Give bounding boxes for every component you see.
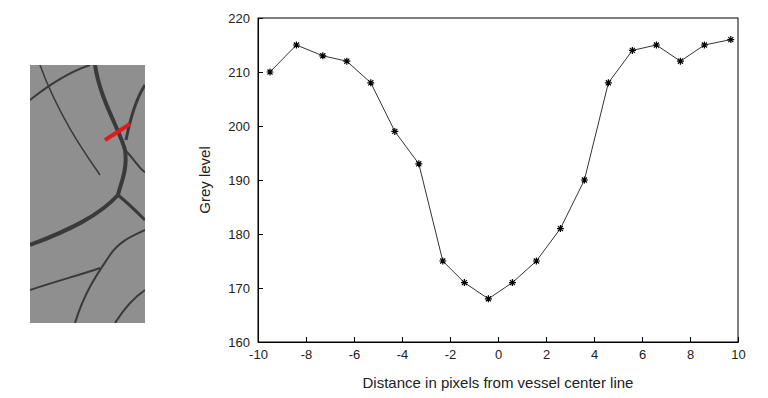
x-tick-label: -8 <box>301 347 313 362</box>
x-tick-mark <box>450 337 451 342</box>
series-marker <box>391 128 398 135</box>
series-marker <box>343 58 350 65</box>
series-marker <box>653 42 660 49</box>
y-tick: 210 <box>228 65 263 80</box>
y-tick-label: 200 <box>228 119 250 134</box>
plot-area <box>267 36 735 302</box>
x-tick-label: 4 <box>591 347 598 362</box>
plot-frame <box>258 18 738 342</box>
x-tick-mark <box>402 337 403 342</box>
vessel <box>30 65 90 100</box>
x-tick-mark <box>642 337 643 342</box>
x-tick: 4 <box>591 337 598 362</box>
x-tick: -4 <box>397 337 409 362</box>
y-tick-mark <box>258 126 263 127</box>
x-tick-mark <box>594 337 595 342</box>
x-tick-mark <box>498 337 499 342</box>
x-tick: 8 <box>687 337 694 362</box>
image-background <box>30 65 145 323</box>
x-tick-label: -2 <box>445 347 457 362</box>
x-tick: -8 <box>301 337 313 362</box>
y-tick-mark <box>258 288 263 289</box>
series-marker <box>533 258 540 265</box>
y-tick: 190 <box>228 173 263 188</box>
x-tick: 0 <box>495 337 502 362</box>
profile-marker <box>105 124 130 140</box>
vessel <box>126 85 145 140</box>
series-marker <box>509 279 516 286</box>
x-tick-mark <box>546 337 547 342</box>
vessel <box>115 290 145 323</box>
series-marker <box>319 52 326 59</box>
x-tick-mark <box>354 337 355 342</box>
y-tick-label: 160 <box>228 335 250 350</box>
x-tick: -6 <box>349 337 361 362</box>
y-tick-mark <box>258 18 263 19</box>
x-tick-label: 6 <box>639 347 646 362</box>
x-tick-label: 0 <box>495 347 502 362</box>
series-marker <box>267 69 274 76</box>
x-tick-label: -4 <box>397 347 409 362</box>
series-marker <box>727 36 734 43</box>
y-tick-label: 210 <box>228 65 250 80</box>
x-axis: -10 -8 -6 -4 -2 0 2 4 6 8 10 <box>249 337 746 362</box>
vessel <box>30 195 118 245</box>
y-tick-label: 190 <box>228 173 250 188</box>
y-tick: 200 <box>228 119 263 134</box>
series-line <box>270 40 731 299</box>
x-axis-line <box>259 342 739 343</box>
x-tick-label: -6 <box>349 347 361 362</box>
canvas: -10 -8 -6 -4 -2 0 2 4 6 8 10 160 170 180 190 200 210 220 D… <box>0 0 768 398</box>
y-tick-mark <box>258 72 263 73</box>
x-tick-label: 10 <box>731 347 745 362</box>
x-tick: 6 <box>639 337 646 362</box>
x-tick-label: 8 <box>687 347 694 362</box>
vessel <box>40 65 100 175</box>
series-marker <box>439 258 446 265</box>
series-marker <box>485 295 492 302</box>
x-tick: 10 <box>731 337 745 362</box>
y-tick: 160 <box>228 335 263 350</box>
x-tick-mark <box>690 337 691 342</box>
vessel <box>75 230 145 323</box>
x-tick-mark <box>738 337 739 342</box>
fundus-image <box>30 65 145 323</box>
y-tick-label: 180 <box>228 227 250 242</box>
vessel <box>118 195 145 220</box>
y-tick-label: 170 <box>228 281 250 296</box>
series-marker <box>557 225 564 232</box>
y-axis: 160 170 180 190 200 210 220 <box>228 11 263 350</box>
series-marker <box>605 79 612 86</box>
y-tick-label: 220 <box>228 11 250 26</box>
series-marker <box>293 42 300 49</box>
vessel <box>30 268 100 290</box>
y-tick-mark <box>258 234 263 235</box>
y-axis-title: Grey level <box>196 146 213 214</box>
x-tick-label: -10 <box>249 347 268 362</box>
y-tick-mark <box>258 180 263 181</box>
series-marker <box>461 279 468 286</box>
series-marker <box>629 47 636 54</box>
y-tick-mark <box>258 342 263 343</box>
series-marker <box>701 42 708 49</box>
y-tick: 220 <box>228 11 263 26</box>
y-tick: 180 <box>228 227 263 242</box>
x-axis-title: Distance in pixels from vessel center li… <box>363 374 634 391</box>
x-tick: 2 <box>543 337 550 362</box>
x-tick: -2 <box>445 337 457 362</box>
vessels <box>30 65 145 323</box>
series-marker <box>677 58 684 65</box>
vessel <box>125 150 145 172</box>
y-tick: 170 <box>228 281 263 296</box>
x-tick-mark <box>306 337 307 342</box>
series-marker <box>415 160 422 167</box>
series-marker <box>581 177 588 184</box>
x-tick-label: 2 <box>543 347 550 362</box>
series-marker <box>367 79 374 86</box>
